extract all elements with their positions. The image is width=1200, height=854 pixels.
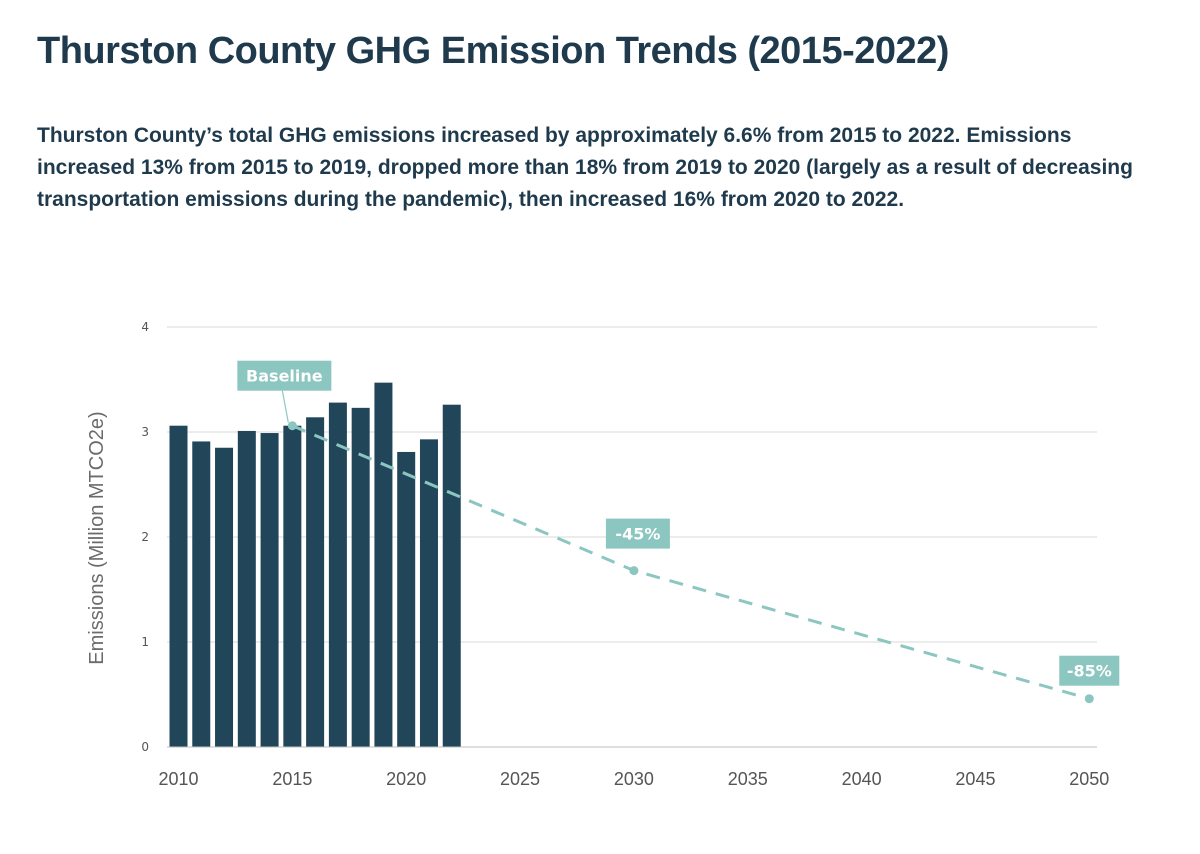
bar [192,441,211,747]
bar [351,407,370,747]
bar [397,451,416,747]
x-tick-label: 2015 [272,769,312,789]
x-tick-label: 2030 [614,769,654,789]
x-tick-label: 2040 [842,769,882,789]
bar [283,425,302,747]
bar [237,430,256,747]
x-tick-label: 2050 [1069,769,1109,789]
y-tick-label: 3 [141,425,149,439]
y-axis-label: Emissions (Million MTCO2e) [86,411,108,664]
axes: 0 1 2 3 4 2010 2015 2020 2025 2030 2035 2040 2045 205… [141,320,1109,789]
bar [419,439,438,747]
x-tick-label: 2025 [500,769,540,789]
y-tick-label: 0 [141,740,149,754]
y-tick-label: 2 [141,530,149,544]
callout-label: -45% [615,525,660,544]
y-tick-label: 1 [141,635,149,649]
bar [442,404,461,747]
target-point [629,566,639,576]
x-tick-label: 2045 [955,769,995,789]
callout-box [237,360,332,391]
annotations: Baseline -45% -85% [237,360,1120,686]
target-point [287,421,297,431]
callout-leader [281,390,289,423]
callout-box [605,518,670,549]
callout-label: Baseline [246,367,323,386]
page-title: Thurston County GHG Emission Trends (201… [37,30,949,72]
x-tick-label: 2010 [158,769,198,789]
bar [328,402,347,747]
page-subtitle: Thurston County’s total GHG emissions in… [37,124,1133,211]
bar [215,447,234,747]
target-line-group [287,421,1094,704]
y-tick-label: 4 [141,320,149,334]
x-tick-label: 2035 [728,769,768,789]
bar [260,433,279,747]
callout-label: -85% [1067,662,1112,681]
bar [374,382,393,747]
x-tick-label: 2020 [386,769,426,789]
callout-box [1059,655,1120,686]
bars [169,382,461,747]
target-point [1084,694,1094,704]
bar [306,417,325,747]
bar [169,425,188,747]
